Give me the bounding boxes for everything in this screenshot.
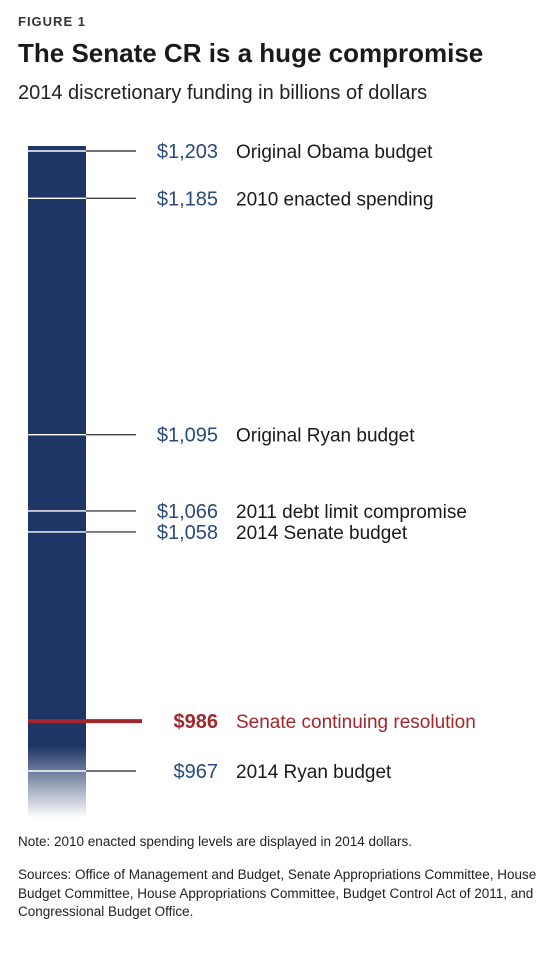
chart-subtitle: 2014 discretionary funding in billions o…	[18, 82, 428, 104]
marker-value-label: $1,058	[157, 522, 218, 544]
marker-description-label: Original Ryan budget	[236, 426, 415, 447]
marker-value-label: $1,185	[157, 188, 218, 210]
marker-description-label: 2014 Senate budget	[236, 523, 408, 544]
chart-sources: Sources: Office of Management and Budget…	[18, 867, 537, 919]
marker-description-label: Senate continuing resolution	[236, 712, 476, 733]
marker-value-label: $1,066	[157, 501, 218, 523]
marker-description-label: 2014 Ryan budget	[236, 762, 392, 783]
chart-title: The Senate CR is a huge compromise	[18, 38, 484, 68]
marker-description-label: 2010 enacted spending	[236, 189, 434, 210]
funding-bar	[28, 146, 86, 746]
funding-bar-fade	[28, 746, 86, 818]
marker-value-label: $986	[174, 711, 219, 733]
chart-note: Note: 2010 enacted spending levels are d…	[18, 834, 413, 849]
marker-value-label: $967	[174, 761, 219, 783]
marker-value-label: $1,095	[157, 425, 218, 447]
marker-description-label: 2011 debt limit compromise	[236, 502, 467, 523]
figure-label: FIGURE 1	[18, 14, 86, 29]
funding-chart: $1,203 Original Obama budget $1,185 2010 en…	[28, 141, 476, 818]
marker-group: $1,203 Original Obama budget $1,185 2010 en…	[28, 141, 476, 783]
marker-value-label: $1,203	[157, 141, 218, 163]
marker-description-label: Original Obama budget	[236, 142, 433, 163]
